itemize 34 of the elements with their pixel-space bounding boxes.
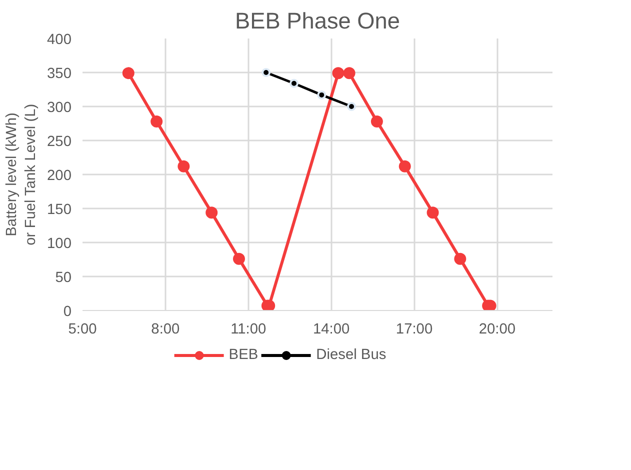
point bbox=[178, 160, 190, 172]
point bbox=[332, 67, 344, 80]
y-tick-label: 250 bbox=[47, 134, 72, 150]
y-tick-label: 200 bbox=[47, 168, 72, 184]
legend-label: Diesel Bus bbox=[316, 347, 386, 363]
x-tick-label: 8:00 bbox=[151, 322, 180, 338]
y-axis-title: Battery level (kWh) or Fuel Tank Level (L) bbox=[4, 104, 40, 246]
y-tick-label: 0 bbox=[63, 304, 72, 320]
point bbox=[317, 90, 326, 100]
y-tick-label: 400 bbox=[47, 32, 72, 48]
point bbox=[232, 252, 245, 265]
point bbox=[206, 206, 218, 219]
legend-label: BEB bbox=[228, 347, 258, 363]
y-tick-label: 350 bbox=[47, 66, 72, 82]
point bbox=[150, 115, 163, 128]
chart-title: BEB Phase One bbox=[235, 8, 400, 34]
point bbox=[290, 78, 298, 88]
x-tick-label: 5:00 bbox=[68, 322, 97, 338]
y-tick-label: 150 bbox=[47, 202, 72, 218]
y-tick-label: 100 bbox=[47, 236, 72, 252]
x-tick-label: 20:00 bbox=[478, 322, 516, 338]
x-tick-label: 14:00 bbox=[312, 322, 350, 338]
point bbox=[426, 206, 439, 219]
point bbox=[454, 252, 466, 265]
point bbox=[370, 115, 383, 128]
point bbox=[343, 67, 356, 80]
x-tick-label: 17:00 bbox=[396, 322, 433, 338]
point bbox=[347, 102, 356, 111]
x-tick-label: 11:00 bbox=[230, 322, 266, 338]
point bbox=[398, 160, 411, 172]
y-tick-label: 300 bbox=[47, 100, 72, 116]
point bbox=[122, 67, 134, 80]
y-tick-label: 50 bbox=[55, 270, 72, 286]
point bbox=[262, 68, 271, 77]
